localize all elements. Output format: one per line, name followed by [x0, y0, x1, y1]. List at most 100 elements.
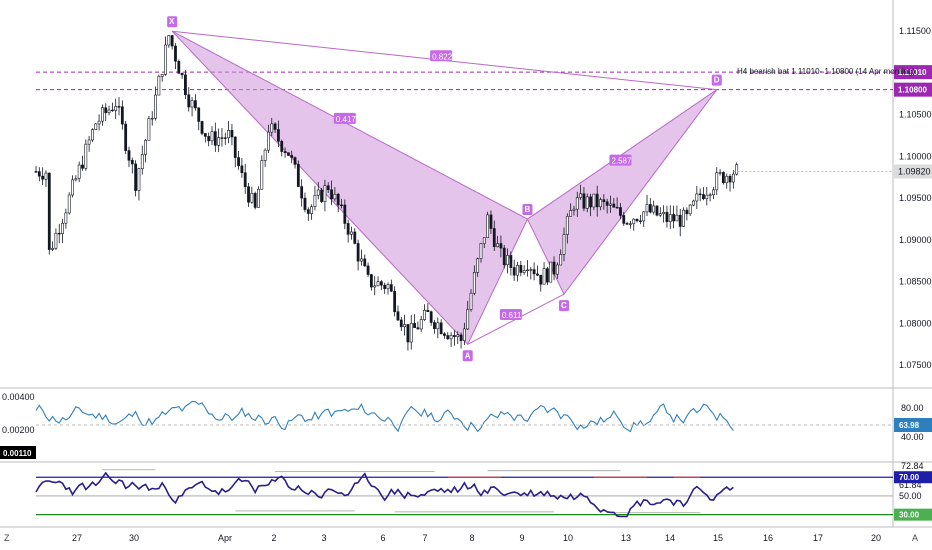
candle-body — [47, 172, 51, 250]
candle-body — [479, 243, 483, 259]
candle-body — [708, 194, 712, 196]
candle-body — [635, 218, 639, 222]
candle-body — [579, 193, 583, 198]
y-tick-label: 1.07500 — [899, 360, 932, 370]
y-tick-label: 1.08000 — [899, 318, 932, 328]
candle-body — [293, 157, 297, 165]
candle-body — [539, 274, 543, 285]
level-price-label-1: 1.10800 — [898, 86, 927, 95]
ratio-badge-2 — [499, 309, 522, 321]
candle-body — [638, 220, 642, 222]
rsi-level-tag — [894, 471, 932, 484]
candle-body — [642, 211, 646, 222]
candle-body — [562, 234, 566, 255]
candle-body — [433, 322, 436, 330]
candle-body — [313, 194, 317, 207]
candle-body — [150, 117, 154, 120]
candle-body — [326, 185, 330, 191]
candle-body — [492, 228, 496, 248]
candle-body — [459, 334, 463, 342]
x-tick-label: 27 — [72, 533, 82, 543]
candle-body — [542, 268, 546, 285]
candle-body — [609, 203, 612, 206]
pattern-point-b: B — [524, 205, 530, 214]
x-tick-label: 6 — [380, 533, 385, 543]
candle-body — [389, 284, 393, 292]
candle-body — [41, 175, 45, 180]
current-price-tag — [894, 164, 932, 179]
candle-body — [482, 237, 486, 244]
candle-body — [247, 186, 250, 203]
candle-body — [200, 121, 204, 134]
candle-body — [429, 311, 433, 323]
candle-body — [658, 213, 662, 216]
candle-body — [356, 243, 360, 262]
candle-body — [379, 281, 383, 286]
candle-body — [688, 204, 692, 215]
candle-body — [718, 172, 722, 174]
candle-body — [353, 231, 357, 244]
candle-body — [124, 123, 128, 151]
candle-body — [516, 265, 519, 276]
corner-left-label[interactable]: Z — [4, 533, 10, 543]
candle-body — [702, 194, 705, 199]
candle-body — [585, 196, 589, 209]
candle-body — [306, 209, 310, 214]
candle-body — [117, 106, 121, 108]
corner-right-label[interactable]: A — [912, 533, 918, 543]
candle-body — [74, 178, 78, 181]
candle-body — [652, 205, 656, 213]
candle-body — [253, 193, 257, 208]
rsi-y-tick-label: 30.00 — [899, 511, 920, 520]
pattern-triangle-bcd[interactable] — [526, 89, 718, 296]
candle-body — [672, 214, 675, 222]
candle-body — [197, 107, 201, 122]
candle-body — [290, 155, 294, 158]
candle-body — [565, 216, 569, 235]
candle-body — [170, 35, 174, 47]
candle-body — [369, 274, 373, 288]
candle-body — [193, 100, 197, 109]
candle-body — [280, 140, 284, 152]
candle-body — [310, 206, 314, 214]
candle-body — [217, 137, 221, 146]
pattern-point-x-badge — [167, 16, 178, 28]
candle-body — [705, 194, 709, 199]
y-tick-label: 1.11500 — [899, 26, 931, 36]
candle-body — [373, 285, 377, 288]
osc-value-tag — [894, 418, 932, 432]
candle-body — [419, 319, 423, 330]
pattern-triangle-xab[interactable] — [171, 30, 529, 346]
candle-body — [698, 193, 702, 196]
candle-body — [273, 123, 277, 130]
pattern-point-a: A — [465, 351, 471, 360]
x-tick-label: 16 — [763, 533, 773, 543]
x-tick-label: 20 — [871, 533, 881, 543]
candle-body — [210, 131, 214, 142]
candle-body — [648, 204, 652, 213]
candle-body — [316, 189, 320, 196]
x-tick-label: 8 — [469, 533, 474, 543]
harmonic-pattern[interactable] — [171, 30, 718, 346]
candle-body — [549, 261, 553, 283]
candle-body — [443, 333, 446, 336]
candle-body — [555, 264, 559, 275]
candle-body — [668, 214, 672, 223]
candle-body — [51, 247, 55, 250]
candle-body — [629, 223, 632, 225]
pattern-point-b-badge — [522, 204, 533, 216]
pattern-point-d-badge — [711, 74, 722, 86]
candle-body — [605, 201, 609, 206]
candle-body — [506, 255, 509, 266]
candle-body — [622, 215, 626, 224]
candle-body — [300, 186, 304, 199]
candle-body — [575, 197, 579, 210]
y-tick-label: 1.09500 — [899, 193, 932, 203]
candle-body — [91, 129, 94, 141]
candle-body — [712, 189, 715, 196]
ratio-badge-0 — [430, 50, 453, 62]
candle-body — [57, 232, 61, 235]
candle-body — [87, 139, 91, 145]
candle-body — [569, 210, 573, 217]
